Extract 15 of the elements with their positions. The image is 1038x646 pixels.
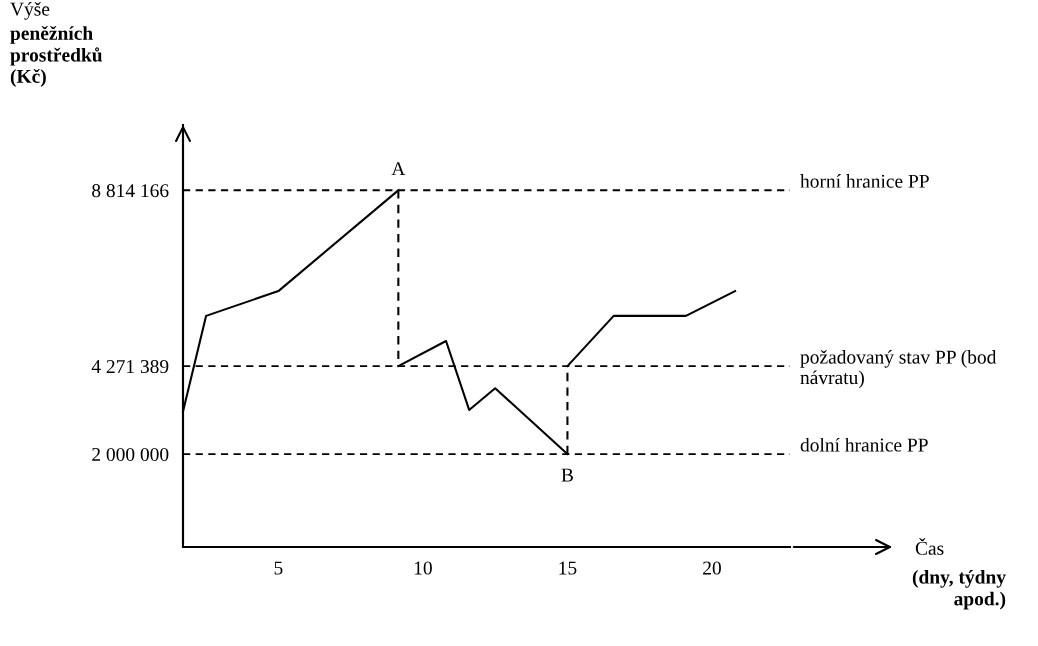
ref-line-label: požadovaný stav PP (bod návratu)	[800, 349, 997, 389]
x-tick-label: 10	[414, 561, 432, 575]
x-tick-label: 5	[274, 561, 283, 575]
text: Čas	[915, 538, 944, 555]
y-tick-label: 4 271 389	[91, 359, 169, 374]
ref-line-label: horní hranice PP	[800, 174, 929, 188]
text: (dny, týdny apod.)	[912, 570, 1006, 610]
y-tick-label: 2 000 000	[92, 447, 169, 462]
y-axis-title: Výše peněžních prostředků (Kč)	[10, 2, 103, 87]
y-tick-label: 8 814 166	[92, 184, 169, 198]
ref-line-label: dolní hranice PP	[800, 437, 928, 452]
annotation: A	[391, 162, 406, 176]
x-tick-label: 15	[559, 561, 577, 575]
x-tick-label: 20	[703, 561, 721, 575]
annotation: B	[561, 468, 573, 482]
